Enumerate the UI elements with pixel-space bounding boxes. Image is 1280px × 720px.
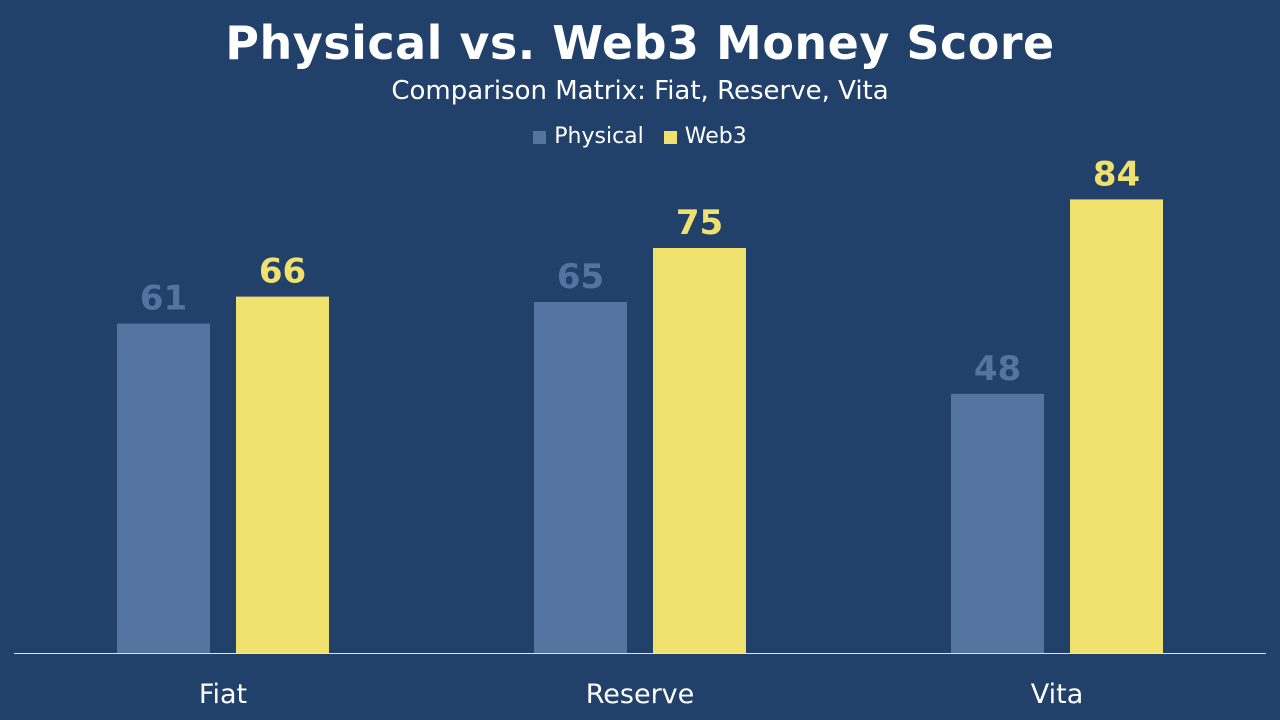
bar-physical-fiat[interactable] — [117, 323, 210, 653]
x-tick-label-reserve: Reserve — [586, 679, 695, 710]
legend-label-web3: Web3 — [684, 124, 747, 149]
data-label-web3-vita: 84 — [1093, 154, 1140, 194]
data-label-web3-reserve: 75 — [676, 203, 723, 243]
chart-subtitle: Comparison Matrix: Fiat, Reserve, Vita — [391, 76, 889, 106]
bar-physical-reserve[interactable] — [534, 302, 627, 653]
data-label-physical-vita: 48 — [974, 349, 1021, 389]
legend-swatch-physical — [533, 130, 547, 144]
bar-web3-fiat[interactable] — [236, 296, 329, 653]
legend-item-web3[interactable]: Web3 — [663, 122, 747, 152]
bar-physical-vita[interactable] — [951, 393, 1044, 653]
data-label-web3-fiat: 66 — [259, 252, 306, 292]
data-label-physical-fiat: 61 — [140, 279, 187, 319]
legend-item-physical[interactable]: Physical — [533, 122, 644, 152]
legend-swatch-web3 — [663, 130, 677, 144]
x-tick-label-vita: Vita — [1031, 679, 1084, 710]
data-label-physical-reserve: 65 — [557, 257, 604, 297]
chart-title: Physical vs. Web3 Money Score — [225, 16, 1055, 70]
x-tick-label-fiat: Fiat — [199, 679, 247, 710]
legend-label-physical: Physical — [554, 124, 644, 149]
chart-legend: Physical Web3 — [0, 122, 1280, 152]
bar-web3-vita[interactable] — [1070, 199, 1163, 653]
bar-web3-reserve[interactable] — [653, 248, 746, 653]
